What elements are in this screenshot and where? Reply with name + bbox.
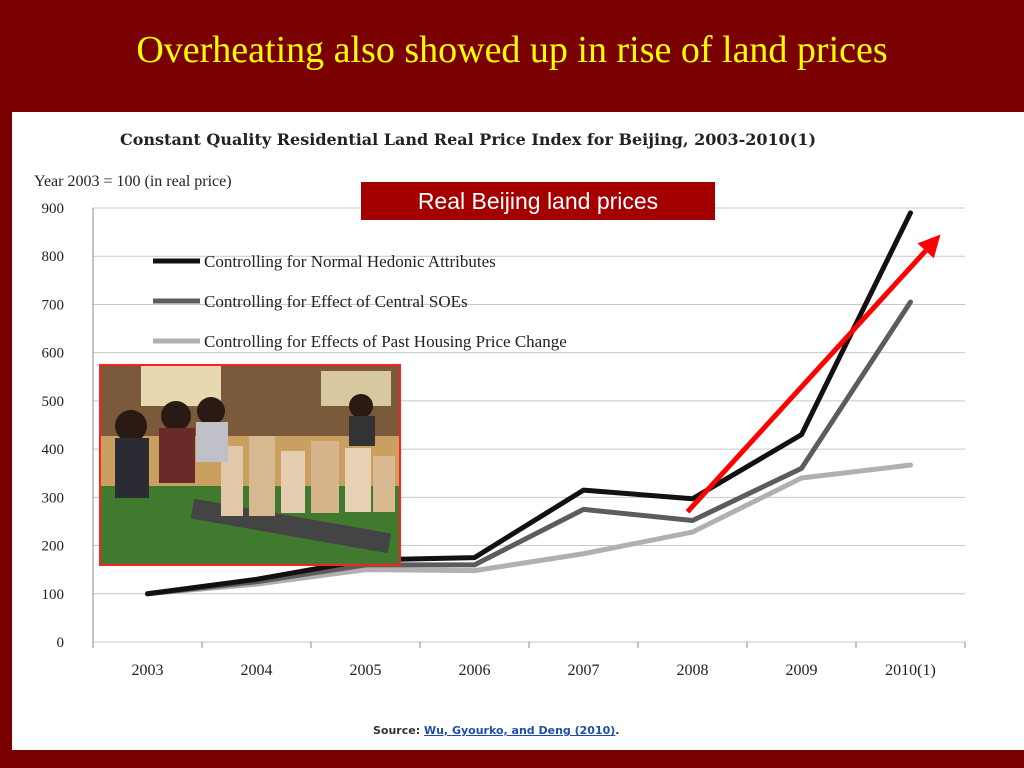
y-tick-label: 300 (42, 490, 65, 506)
x-tick-label: 2009 (786, 662, 818, 679)
legend-label: Controlling for Effects of Past Housing … (204, 332, 567, 351)
gridlines (92, 207, 965, 643)
y-tick-label: 900 (42, 201, 65, 217)
x-tick-label: 2010(1) (885, 662, 936, 679)
y-axis-caption: Year 2003 = 100 (in real price) (34, 173, 232, 190)
series-line (145, 299, 913, 597)
arrow-head (917, 234, 941, 259)
y-tick-label: 100 (42, 587, 65, 603)
x-tick-label: 2004 (241, 662, 273, 679)
x-tick-label: 2006 (459, 662, 491, 679)
panel-left-edge (0, 112, 12, 750)
legend-label: Controlling for Effect of Central SOEs (204, 292, 468, 311)
y-tick-label: 600 (42, 346, 65, 362)
y-tick-label: 200 (42, 539, 65, 555)
arrow-shaft (685, 249, 928, 514)
x-tick-label: 2005 (350, 662, 382, 679)
slide-title: Overheating also showed up in rise of la… (136, 29, 888, 71)
x-tick-label: 2003 (132, 662, 164, 679)
chart-title: Constant Quality Residential Land Real P… (120, 130, 817, 149)
legend-label: Controlling for Normal Hedonic Attribute… (204, 252, 496, 271)
source-note: Source: Wu, Gyourko, and Deng (2010). (373, 724, 619, 737)
trend-arrow (685, 234, 941, 514)
x-tick-label: 2008 (677, 662, 709, 679)
y-tick-label: 400 (42, 442, 65, 458)
y-axis-ticks: 0 100 200 300 400 500 600 700 800 900 (42, 201, 65, 651)
photo-housing-model-icon (99, 364, 401, 566)
series-line (145, 210, 913, 597)
x-axis-ticks: 2003 2004 2005 2006 2007 2008 2009 2010(1) (92, 642, 966, 679)
x-tick-label: 2007 (568, 662, 600, 679)
callout-label: Real Beijing land prices (361, 182, 715, 220)
series-lines (145, 210, 913, 597)
source-suffix: . (615, 724, 620, 737)
y-tick-label: 0 (57, 635, 65, 651)
y-tick-label: 800 (42, 249, 65, 265)
source-label: Source: (373, 724, 421, 737)
series-line (145, 462, 913, 597)
y-tick-label: 700 (42, 297, 65, 313)
legend: Controlling for Normal Hedonic Attribute… (153, 252, 567, 351)
y-tick-label: 500 (42, 394, 65, 410)
source-link[interactable]: Wu, Gyourko, and Deng (2010) (423, 724, 616, 737)
